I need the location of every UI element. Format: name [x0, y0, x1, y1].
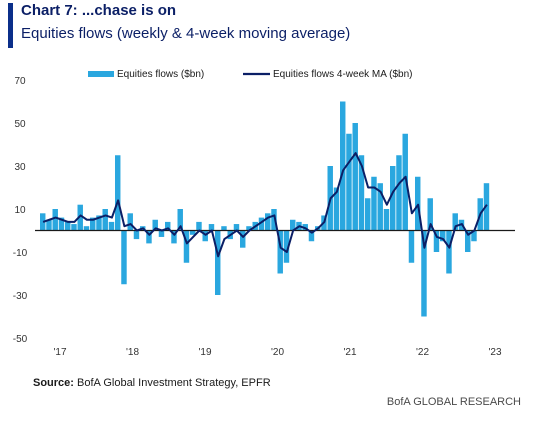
flow-bar: [258, 217, 265, 231]
flow-bar: [83, 226, 90, 231]
flow-bar: [127, 213, 133, 231]
flow-bar: [402, 133, 408, 231]
source-note: Source: BofA Global Investment Strategy,…: [33, 377, 271, 389]
flow-bar: [427, 198, 433, 231]
flow-bar: [52, 209, 58, 231]
flow-bar: [233, 224, 240, 231]
flow-bar: [221, 226, 227, 231]
flow-bar: [290, 219, 296, 231]
flow-bar: [390, 166, 396, 231]
flow-bar: [58, 217, 65, 231]
flow-bar: [202, 230, 208, 242]
x-tick-label: '20: [271, 347, 284, 358]
y-tick-label: 10: [14, 205, 26, 216]
flow-bar: [90, 217, 96, 231]
ma-line: [42, 152, 488, 258]
flow-bar: [115, 155, 121, 231]
flow-bar: [183, 230, 190, 263]
x-tick-label: '17: [53, 347, 66, 358]
flow-bar: [308, 230, 315, 242]
y-tick-label: 30: [14, 162, 26, 173]
flow-bar: [465, 230, 471, 252]
flow-bar: [165, 221, 171, 231]
flow-bar: [158, 230, 165, 237]
flow-bar: [433, 230, 440, 252]
flow-bar: [190, 230, 196, 235]
x-tick-label: '19: [198, 347, 211, 358]
flow-bar: [452, 213, 458, 231]
flow-bar: [240, 230, 246, 248]
flow-bar: [358, 155, 365, 231]
flow-bar: [277, 230, 283, 274]
flow-bar: [171, 230, 177, 244]
flow-bar: [77, 204, 83, 231]
legend-bar-swatch: [88, 71, 114, 77]
legend-label-bars: Equities flows ($bn): [117, 69, 204, 80]
chart-title: Chart 7: ...chase is on: [21, 2, 177, 19]
flow-bar: [283, 230, 290, 263]
y-tick-label: 70: [14, 76, 26, 87]
flow-bar: [440, 230, 446, 242]
chart-subtitle: Equities flows (weekly & 4-week moving a…: [21, 25, 351, 42]
flow-bar: [102, 209, 108, 231]
flow-bar: [340, 101, 346, 231]
flow-bar: [152, 219, 158, 231]
flow-bar: [446, 230, 452, 274]
flow-bar: [177, 209, 183, 231]
flow-bar: [215, 230, 221, 295]
flow-bar: [71, 224, 77, 231]
flow-bar: [146, 230, 152, 244]
flow-bar: [208, 224, 215, 231]
flow-bar: [46, 219, 52, 231]
source-label: Source:: [33, 377, 74, 389]
source-text: BofA Global Investment Strategy, EPFR: [77, 377, 271, 389]
title-accent-bar: [8, 3, 13, 48]
y-tick-label: 50: [14, 119, 26, 130]
flow-bar: [471, 230, 477, 242]
flow-bar: [196, 221, 202, 231]
flow-bar: [121, 230, 127, 285]
flow-bar: [346, 133, 352, 231]
x-tick-label: '22: [416, 347, 429, 358]
flow-bar: [377, 183, 383, 231]
y-tick-label: -10: [13, 248, 28, 259]
flow-bar: [65, 221, 71, 231]
flow-bar: [396, 155, 402, 231]
brand-footer: BofA GLOBAL RESEARCH: [386, 396, 521, 408]
flow-bar: [371, 176, 377, 231]
flow-bar: [96, 215, 102, 231]
x-tick-label: '18: [126, 347, 139, 358]
x-tick-label: '21: [343, 347, 356, 358]
legend-label-ma: Equities flows 4-week MA ($bn): [273, 69, 413, 80]
flow-bar: [40, 213, 46, 231]
flow-bar: [408, 230, 415, 263]
flow-bar: [352, 123, 358, 231]
flow-bar: [265, 213, 271, 231]
legend: Equities flows ($bn) Equities flows 4-we…: [88, 69, 413, 80]
equities-flows-chart: Equities flows ($bn) Equities flows 4-we…: [13, 69, 515, 358]
flow-bar: [271, 209, 277, 231]
flow-bar: [365, 198, 371, 231]
flow-bar: [108, 221, 115, 231]
x-tick-label: '23: [488, 347, 501, 358]
flow-bar: [246, 226, 252, 231]
y-tick-label: -50: [13, 334, 28, 345]
plot-area: 70 50 30 10 -10 -30 -50 '17 '18 '19 '20 '21 '22 '23: [13, 76, 515, 358]
flow-bar: [383, 209, 390, 231]
y-tick-label: -30: [13, 291, 28, 302]
flow-bar: [133, 230, 140, 240]
flow-bar: [421, 230, 427, 317]
flow-bar: [415, 176, 421, 231]
flow-bar: [333, 187, 340, 231]
